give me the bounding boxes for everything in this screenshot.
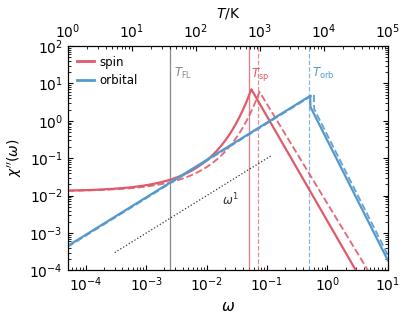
Legend: spin, orbital: spin, orbital (73, 52, 141, 91)
Y-axis label: $\chi^{\prime\prime}(\omega)$: $\chi^{\prime\prime}(\omega)$ (6, 139, 24, 178)
Text: $T_{\rm sp}$: $T_{\rm sp}$ (251, 66, 269, 83)
Text: $T_{\rm orb}$: $T_{\rm orb}$ (311, 66, 333, 81)
Text: $T_{\rm FL}$: $T_{\rm FL}$ (173, 66, 192, 81)
Text: $\omega^1$: $\omega^1$ (222, 192, 239, 208)
X-axis label: $\omega$: $\omega$ (220, 300, 234, 315)
X-axis label: $T$/K: $T$/K (215, 5, 239, 20)
